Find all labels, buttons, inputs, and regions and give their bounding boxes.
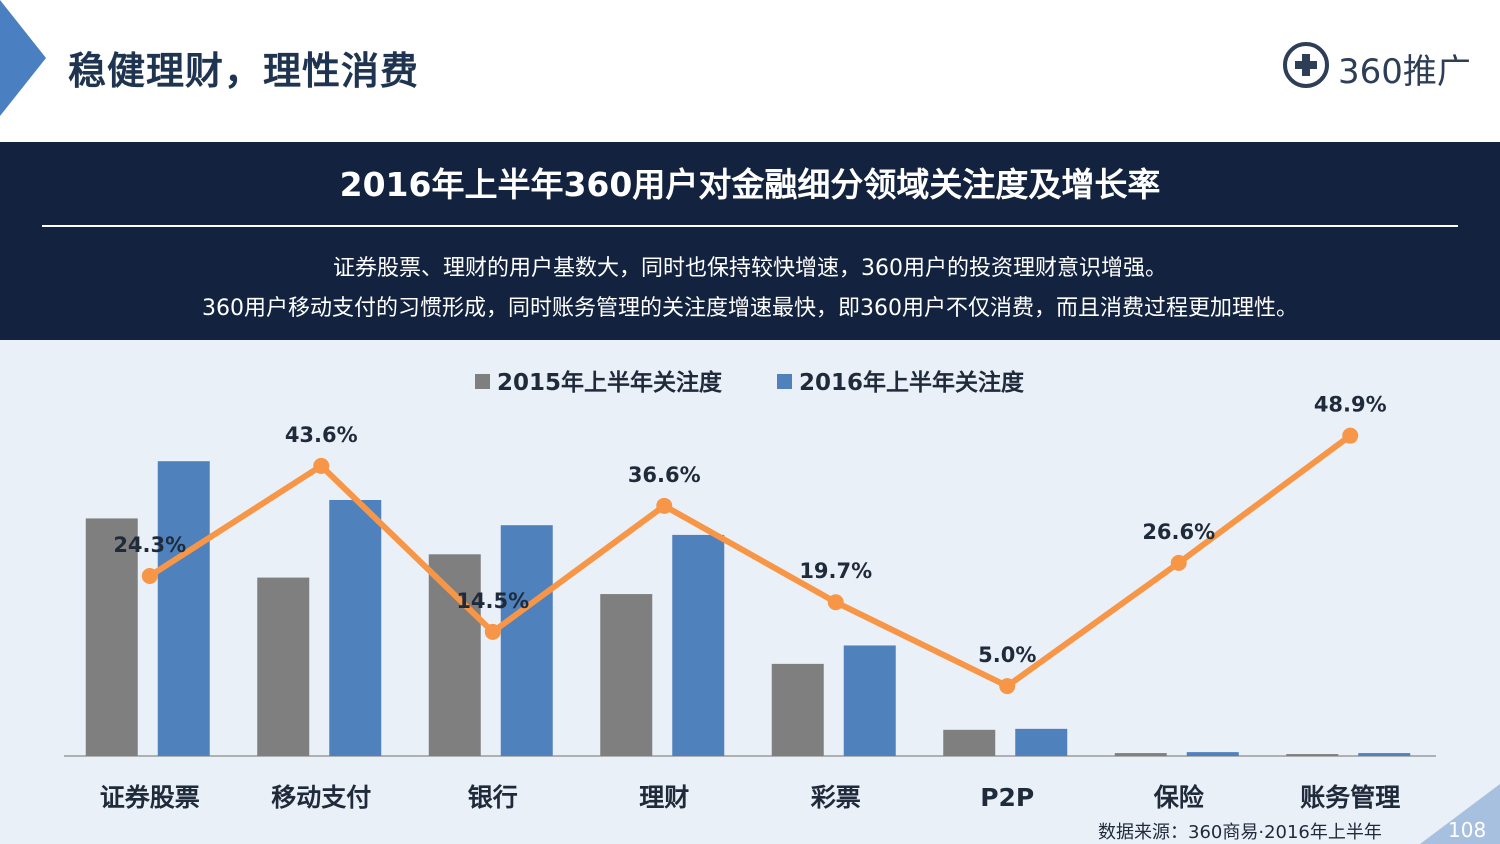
description-line-1: 证券股票、理财的用户基数大，同时也保持较快增速，360用户的投资理财意识增强。 xyxy=(333,256,1167,281)
header-band xyxy=(0,142,1500,340)
legend-label-2: 2016年上半年关注度 xyxy=(799,369,1025,396)
chart-area xyxy=(0,340,1500,844)
chart-title: 2016年上半年360用户对金融细分领域关注度及增长率 xyxy=(339,165,1161,204)
category-label: 银行 xyxy=(468,783,518,812)
header-divider xyxy=(42,225,1458,227)
description-line-2: 360用户移动支付的习惯形成，同时账务管理的关注度增速最快，即360用户不仅消费… xyxy=(202,296,1298,321)
growth-point xyxy=(1342,427,1359,444)
growth-line xyxy=(148,433,1353,690)
growth-label: 14.5% xyxy=(456,589,529,613)
legend-swatch-1 xyxy=(475,374,490,389)
growth-label: 19.7% xyxy=(799,559,872,583)
bar-2015-2 xyxy=(428,554,481,756)
bar-2015-5 xyxy=(943,729,996,756)
plus-circle-icon xyxy=(1283,42,1329,88)
page-corner-decoration xyxy=(1420,784,1500,844)
bar-2016-0 xyxy=(157,461,210,756)
growth-label: 26.6% xyxy=(1142,520,1215,544)
bar-2016-3 xyxy=(672,534,725,756)
top-bar xyxy=(0,0,1500,142)
page-title: 稳健理财，理性消费 xyxy=(68,49,420,93)
bar-2015-3 xyxy=(600,594,653,756)
growth-point xyxy=(999,678,1016,695)
bar-2016-4 xyxy=(843,645,896,756)
logo: 360推广 xyxy=(1282,38,1482,94)
growth-label: 48.9% xyxy=(1314,393,1387,417)
growth-point xyxy=(484,623,501,640)
category-label: 移动支付 xyxy=(271,783,371,812)
data-source: 数据来源：360商易·2016年上半年 xyxy=(1098,822,1382,843)
category-label: 保险 xyxy=(1153,783,1205,812)
growth-point xyxy=(1170,554,1187,571)
category-label: 账务管理 xyxy=(1300,783,1400,812)
bar-2016-6 xyxy=(1186,752,1239,756)
page-number: 108 xyxy=(1448,818,1487,842)
bar-2016-2 xyxy=(500,525,553,756)
growth-label: 36.6% xyxy=(628,463,701,487)
growth-point xyxy=(827,594,844,611)
growth-point xyxy=(656,497,673,514)
bar-2016-1 xyxy=(329,500,382,756)
bar-2016-7 xyxy=(1358,753,1411,756)
growth-label: 43.6% xyxy=(285,423,358,447)
bar-2015-0 xyxy=(85,518,138,756)
growth-point xyxy=(313,457,330,474)
category-label: P2P xyxy=(980,783,1034,812)
bar-2015-1 xyxy=(257,577,310,756)
bar-2016-5 xyxy=(1015,728,1068,756)
legend-label-1: 2015年上半年关注度 xyxy=(497,369,723,396)
logo-text: 360推广 xyxy=(1338,52,1471,92)
category-label: 理财 xyxy=(639,783,689,812)
category-label: 证券股票 xyxy=(100,783,200,812)
growth-label: 24.3% xyxy=(113,533,186,557)
bar-2015-6 xyxy=(1114,753,1167,756)
bar-2015-4 xyxy=(771,663,824,756)
bar-2015-7 xyxy=(1286,754,1339,756)
corner-decoration xyxy=(0,0,46,116)
legend-swatch-2 xyxy=(777,374,792,389)
growth-label: 5.0% xyxy=(978,643,1036,667)
growth-point xyxy=(141,567,158,584)
category-label: 彩票 xyxy=(811,783,861,812)
